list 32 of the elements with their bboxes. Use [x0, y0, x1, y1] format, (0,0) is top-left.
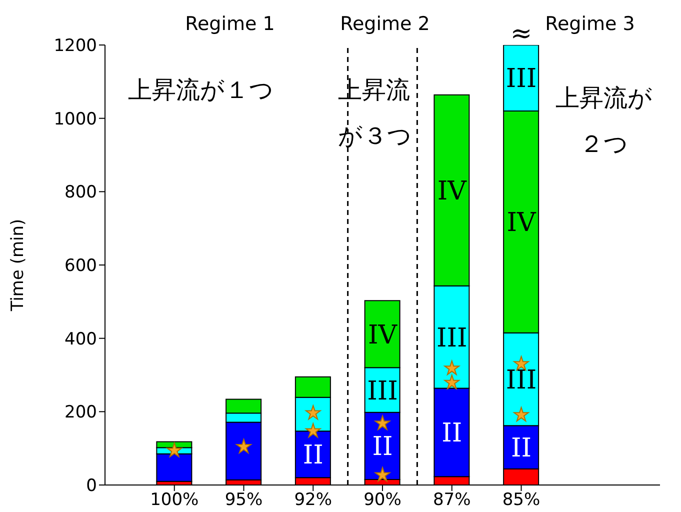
annotation: II [442, 418, 462, 449]
x-tick-label: 87% [432, 490, 471, 510]
annotation: III [506, 64, 537, 94]
annotation: IV [506, 208, 537, 238]
annotation: 上昇流が２つ [554, 83, 654, 160]
annotation: 上昇流が３つ [338, 75, 413, 152]
y-tick-label: 200 [64, 402, 97, 423]
y-tick-label: 400 [64, 329, 97, 350]
x-tick-label: 92% [294, 490, 332, 510]
annotation: III [506, 365, 537, 396]
annotation: ≈ [510, 19, 532, 49]
y-tick-label: 600 [64, 256, 97, 276]
x-tick-label: 85% [502, 490, 540, 510]
annotation: III [436, 323, 468, 354]
annotation: 上昇流が１つ [128, 75, 275, 106]
text: Regime 2 [339, 12, 431, 37]
text: Regime 1 [184, 12, 276, 37]
y-tick-label: 1000 [54, 109, 97, 130]
y-tick-label: 1200 [54, 36, 97, 56]
annotation: II [372, 432, 393, 462]
y-axis-title: Time (min) [8, 218, 28, 312]
annotation: II [510, 433, 532, 464]
annotation: II [302, 440, 324, 471]
annotation: IV [368, 320, 398, 350]
annotation: III [367, 376, 398, 406]
y-tick-label: 800 [64, 182, 97, 203]
text: Regime 3 [545, 13, 635, 35]
x-tick-label: 90% [364, 490, 402, 510]
y-tick-label: 0 [86, 476, 97, 496]
x-tick-label: 100% [150, 490, 199, 510]
annotation: IV [437, 176, 468, 207]
x-tick-label: 95% [224, 490, 263, 510]
